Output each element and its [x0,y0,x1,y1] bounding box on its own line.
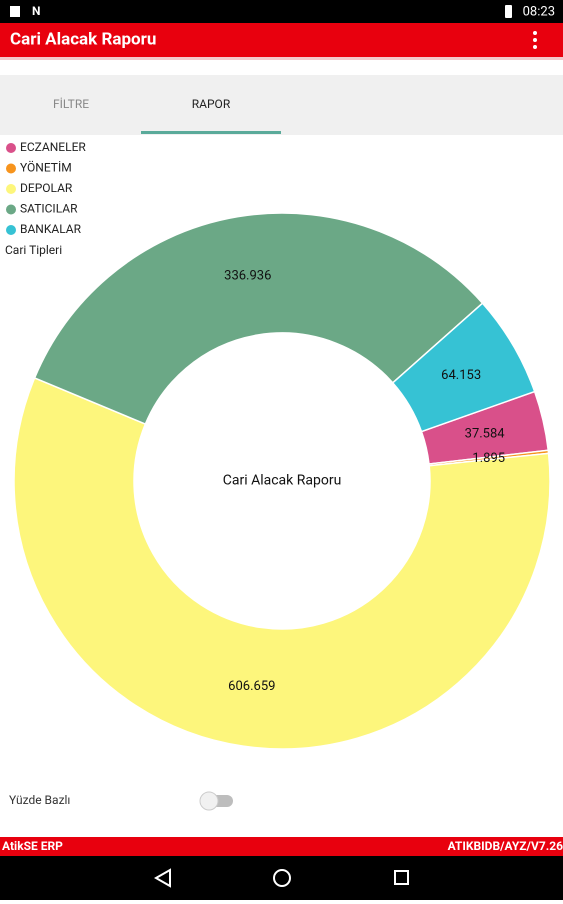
chart: ECZANELER YÖNETİM DEPOLAR SATICILAR BANKALAR… [5,140,551,750]
toggle-label: Yüzde Bazlı [9,793,70,807]
legend-label: DEPOLAR [20,181,73,195]
center-text: Cari Alacak Raporu [223,473,342,489]
status-time: 08:23 [523,4,555,19]
legend-swatch [6,163,16,174]
data-label: 64.153 [441,368,481,383]
nav-bar [0,856,563,900]
data-label: 606.659 [228,679,275,694]
legend-swatch [6,225,16,235]
status-icon: N [32,4,40,18]
tab-bar [0,75,563,135]
footer-right: ATIKBIDB/AYZ/V7.26 [448,839,563,853]
donut-slice [33,212,484,426]
legend-swatch [6,204,16,215]
donut-slice [13,376,551,750]
legend-label: SATICILAR [20,202,78,216]
status-bar [0,0,563,23]
nav-home[interactable] [273,869,291,887]
footer-bar [0,837,563,856]
legend-label: ECZANELER [20,140,86,154]
legend-label: YÖNETİM [20,160,72,175]
footer-left: AtikSE ERP [2,839,63,853]
legend-title: Cari Tipleri [5,243,62,257]
legend-label: BANKALAR [20,222,82,236]
nav-recents[interactable] [394,870,409,885]
data-label: 37.584 [465,427,506,442]
tab[interactable]: FİLTRE [53,96,89,111]
data-label: 1.895 [472,451,505,466]
toggle-thumb[interactable] [199,791,219,811]
overflow-menu[interactable] [533,31,537,49]
donut-slice [391,302,536,433]
battery-icon [505,5,512,18]
tab[interactable]: RAPOR [192,97,231,111]
divider [0,57,563,60]
status-icon [10,6,20,17]
legend-swatch [6,143,16,153]
legend-swatch [6,184,16,194]
app-bar [0,23,563,57]
data-label: 336.936 [224,268,271,283]
nav-back[interactable] [153,868,171,888]
tab-indicator [141,131,281,134]
app-title: Cari Alacak Raporu [10,29,156,49]
